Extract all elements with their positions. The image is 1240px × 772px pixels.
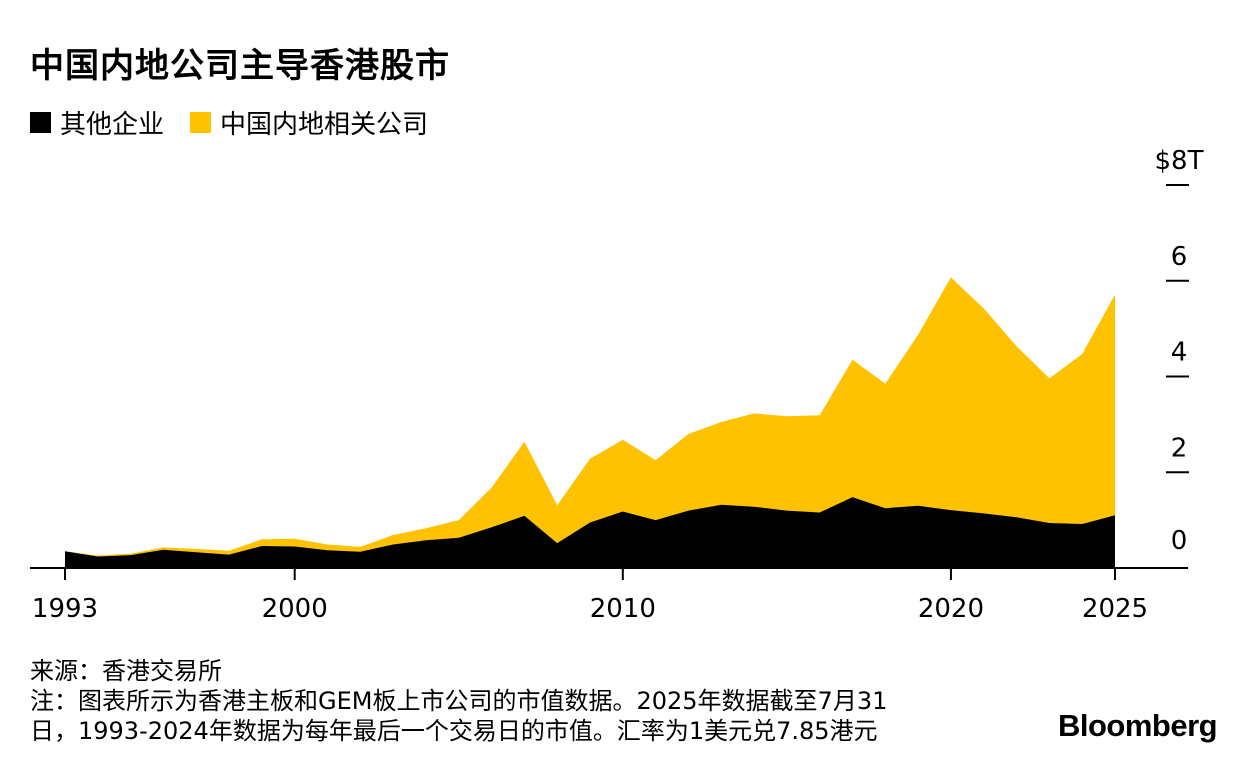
x-tick-label: 2010	[590, 594, 656, 624]
y-tick-label: 4	[1171, 338, 1188, 368]
y-tick-label: $8T	[1155, 146, 1204, 176]
note-line-2: 日，1993-2024年数据为每年最后一个交易日的市值。汇率为1美元兑7.85港…	[30, 717, 878, 745]
legend: 其他企业 中国内地相关公司	[30, 104, 454, 141]
note-line-1: 注：图表所示为香港主板和GEM板上市公司的市值数据。2025年数据截至7月31	[30, 687, 888, 715]
x-tick-label: 1993	[32, 594, 98, 624]
bloomberg-logo: Bloomberg	[1058, 708, 1218, 743]
y-tick-label: 6	[1171, 242, 1188, 272]
chart-title: 中国内地公司主导香港股市	[30, 46, 450, 86]
legend-label-mainland: 中国内地相关公司	[220, 110, 429, 140]
legend-swatch-mainland	[190, 112, 212, 133]
legend-item-mainland: 中国内地相关公司	[190, 104, 428, 141]
series-area-mainland	[65, 277, 1115, 557]
source-text: 来源：香港交易所	[30, 657, 222, 685]
legend-item-other: 其他企业	[30, 104, 164, 141]
footer: 来源：香港交易所 注：图表所示为香港主板和GEM板上市公司的市值数据。2025年…	[30, 656, 887, 746]
x-tick-label: 2000	[262, 594, 328, 624]
y-tick-label: 0	[1171, 526, 1188, 556]
series-area-other	[65, 497, 1115, 568]
x-tick-label: 2020	[918, 594, 984, 624]
y-tick-label: 2	[1171, 433, 1188, 463]
legend-label-other: 其他企业	[60, 110, 165, 140]
legend-swatch-other	[30, 112, 51, 133]
x-tick-label: 2025	[1082, 594, 1148, 624]
